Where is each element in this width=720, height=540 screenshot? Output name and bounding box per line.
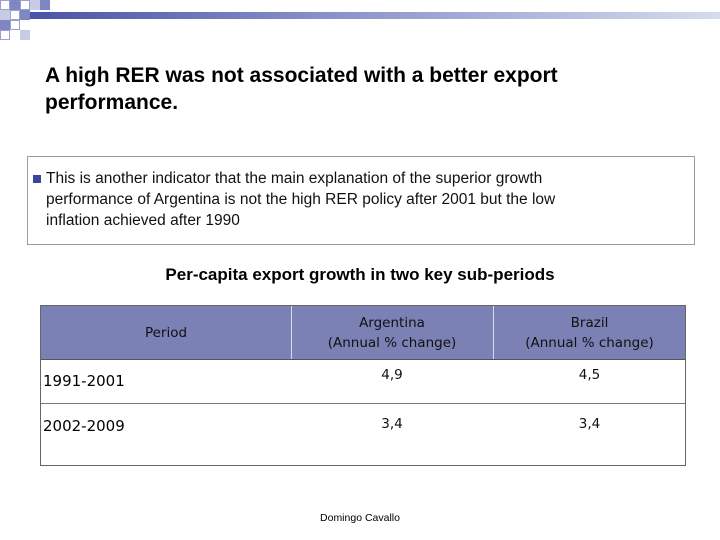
row-argentina-value: 4,9: [381, 367, 403, 383]
deco-square: [0, 0, 10, 10]
row-divider: [41, 403, 685, 404]
deco-square: [40, 0, 50, 10]
bullet-text: This is another indicator that the main …: [46, 168, 686, 231]
deco-square: [10, 0, 20, 10]
bullet-text-line: performance of Argentina is not the high…: [46, 191, 556, 208]
bullet-text-line: This is another indicator that the main …: [46, 170, 543, 187]
row-brazil-value: 3,4: [578, 416, 601, 432]
header-divider: [493, 306, 494, 359]
deco-square: [30, 0, 40, 10]
deco-square: [0, 30, 10, 40]
decorative-squares: [0, 0, 60, 50]
row-argentina-value: 3,4: [381, 416, 403, 432]
table-caption: Per-capita export growth in two key sub-…: [165, 265, 555, 284]
export-growth-table: Period Argentina (Annual % change) Brazi…: [40, 305, 686, 466]
header-period-label: Period: [144, 324, 188, 341]
table-row: 2002-2009 3,4 3,4: [41, 404, 685, 448]
table-header-row: Period Argentina (Annual % change) Brazi…: [41, 306, 685, 360]
deco-square: [0, 10, 10, 20]
table-row: 1991-2001 4,9 4,5: [41, 360, 685, 402]
row-period: 1991-2001: [43, 372, 125, 390]
deco-square: [10, 10, 20, 20]
deco-square: [10, 20, 20, 30]
header-accent-bar: [30, 12, 720, 19]
square-bullet-icon: [33, 175, 41, 183]
footer-author: Domingo Cavallo: [320, 512, 400, 524]
header-argentina: Argentina (Annual % change): [292, 306, 492, 359]
slide-title: A high RER was not associated with a bet…: [45, 62, 685, 116]
bullet-text-line: inflation achieved after 1990: [46, 212, 240, 229]
deco-square: [20, 10, 30, 20]
header-period: Period: [41, 306, 291, 359]
row-period: 2002-2009: [43, 417, 125, 435]
header-brazil: Brazil (Annual % change): [494, 306, 685, 359]
deco-square: [0, 20, 10, 30]
deco-square: [20, 30, 30, 40]
slide-title-line: A high RER was not associated with a bet…: [45, 64, 558, 87]
header-divider: [291, 306, 292, 359]
row-brazil-value: 4,5: [578, 367, 601, 383]
deco-square: [20, 0, 30, 10]
header-brazil-unit: (Annual % change): [525, 334, 654, 351]
bullet-textbox: This is another indicator that the main …: [27, 156, 695, 245]
header-argentina-unit: (Annual % change): [327, 334, 457, 351]
header-argentina-label: Argentina: [359, 314, 425, 331]
header-brazil-label: Brazil: [570, 314, 609, 331]
slide-title-line: performance.: [45, 91, 179, 114]
